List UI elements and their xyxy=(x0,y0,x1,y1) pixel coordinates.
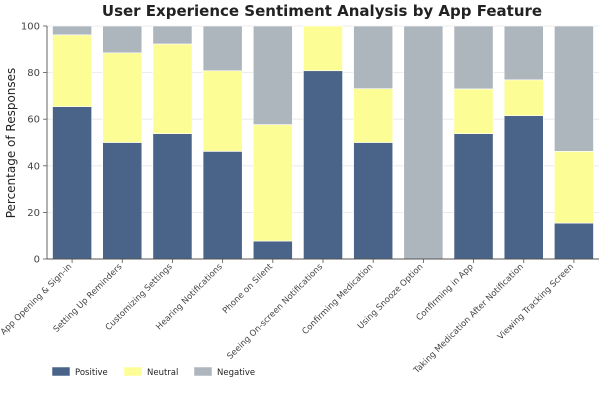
bar-positive-1 xyxy=(102,142,143,260)
bars xyxy=(52,25,594,260)
bar-negative-0 xyxy=(52,25,92,36)
y-tick-label-5: 100 xyxy=(21,22,40,33)
y-tick-label-1: 20 xyxy=(27,208,40,219)
bar-negative-9 xyxy=(503,25,544,81)
bar-positive-0 xyxy=(52,106,92,260)
bar-positive-5 xyxy=(303,70,343,260)
bar-neutral-9 xyxy=(503,79,544,117)
y-axis-label: Percentage of Responses xyxy=(4,68,18,219)
y-tick-label-3: 60 xyxy=(27,115,40,126)
bar-neutral-2 xyxy=(152,43,193,134)
bar-negative-4 xyxy=(252,25,293,125)
legend-swatch-positive xyxy=(51,366,71,377)
bar-neutral-0 xyxy=(52,34,92,107)
y-tick-label-0: 0 xyxy=(34,255,40,266)
bar-negative-7 xyxy=(403,25,444,260)
bar-neutral-4 xyxy=(252,124,293,242)
bar-negative-2 xyxy=(152,25,193,45)
bar-positive-9 xyxy=(503,115,544,260)
y-ticks: 0 20 40 60 80 100 xyxy=(21,22,47,266)
y-tick-label-2: 40 xyxy=(27,161,40,172)
bar-neutral-6 xyxy=(353,88,394,143)
bar-positive-10 xyxy=(554,222,594,260)
bar-positive-8 xyxy=(453,133,494,260)
bar-positive-3 xyxy=(202,151,243,260)
chart-title: User Experience Sentiment Analysis by Ap… xyxy=(102,2,542,20)
bar-negative-6 xyxy=(353,25,394,89)
x-tick-label-9: Taking Medication After Notification xyxy=(411,262,525,376)
bar-negative-3 xyxy=(202,25,243,72)
bar-negative-8 xyxy=(453,25,494,90)
x-tick-label-4: Phone on Silent xyxy=(221,262,275,316)
bar-positive-4 xyxy=(252,240,293,260)
bar-neutral-3 xyxy=(202,70,243,152)
y-tick-label-4: 80 xyxy=(27,68,40,79)
bar-neutral-1 xyxy=(102,52,143,143)
legend-label-negative: Negative xyxy=(217,368,255,378)
bar-neutral-8 xyxy=(453,88,494,134)
legend-label-positive: Positive xyxy=(75,368,108,378)
bar-neutral-5 xyxy=(303,25,343,72)
bar-positive-2 xyxy=(152,133,193,260)
legend: Positive Neutral Negative xyxy=(51,366,255,378)
legend-swatch-negative xyxy=(193,366,213,377)
bar-negative-10 xyxy=(554,25,594,152)
x-tick-label-5: Seeing On-screen Notifications xyxy=(225,262,325,362)
legend-label-neutral: Neutral xyxy=(147,368,178,378)
legend-swatch-neutral xyxy=(123,366,143,377)
bar-neutral-10 xyxy=(554,151,594,224)
bar-negative-1 xyxy=(102,25,143,54)
bar-positive-6 xyxy=(353,142,394,260)
